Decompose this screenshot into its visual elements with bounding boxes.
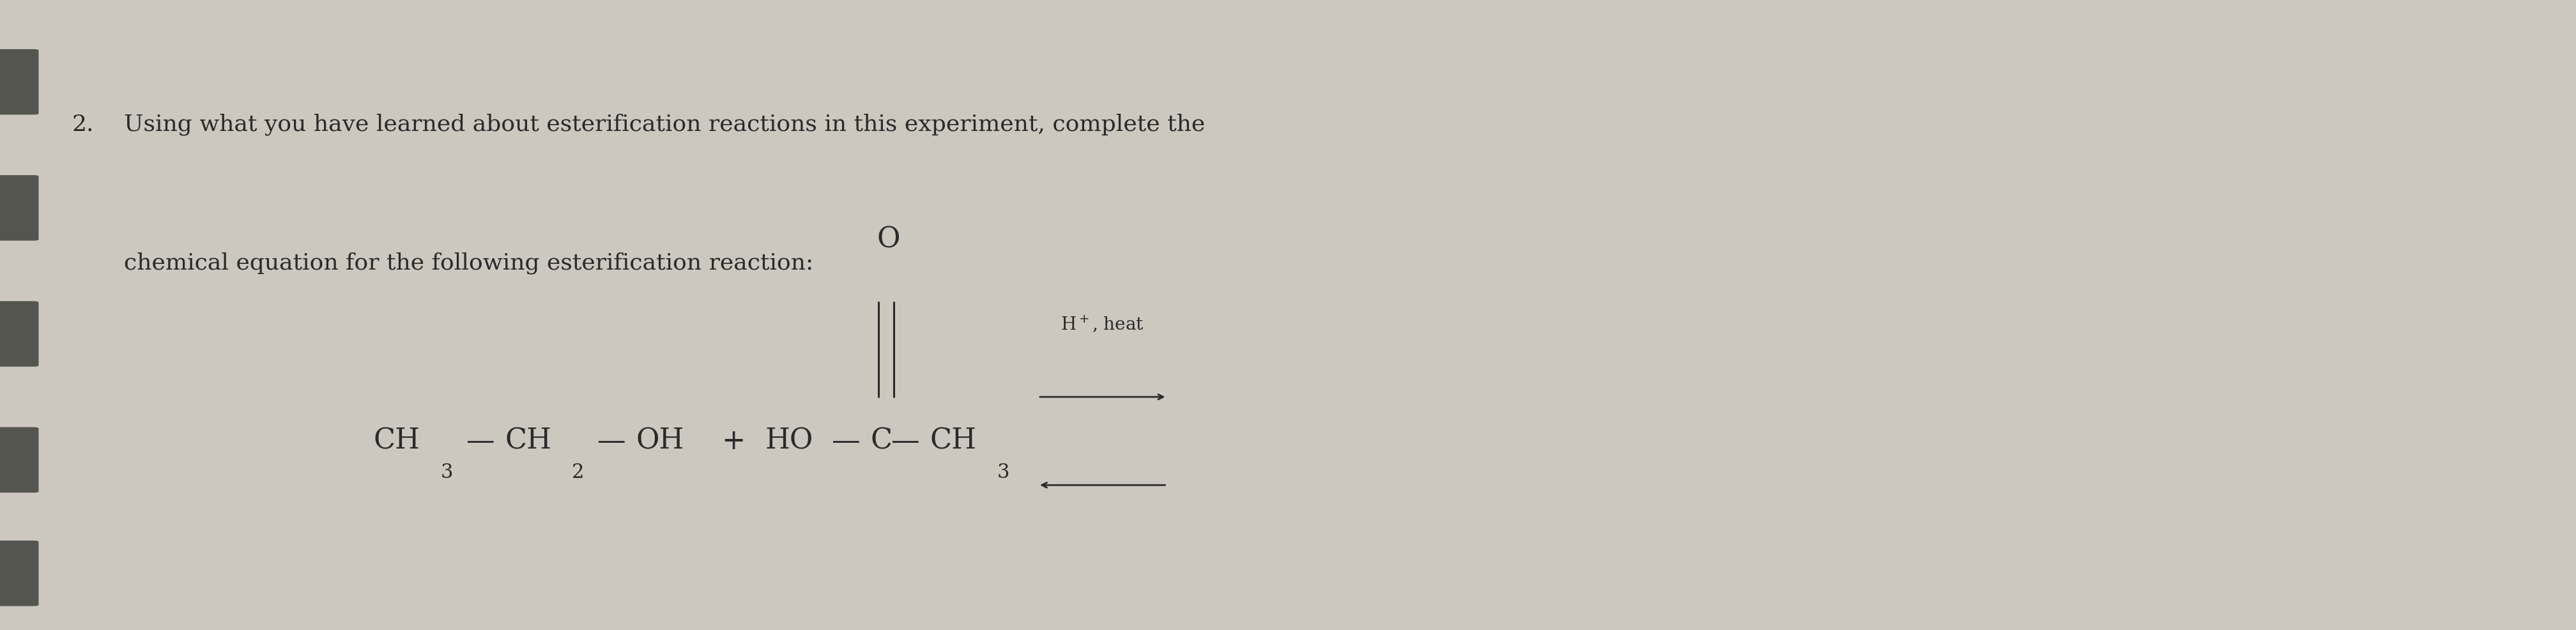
Text: CH: CH (374, 427, 420, 455)
Text: C: C (871, 427, 891, 455)
Text: —: — (832, 427, 860, 455)
Text: OH: OH (636, 427, 685, 455)
FancyBboxPatch shape (0, 427, 39, 493)
FancyBboxPatch shape (0, 541, 39, 606)
Text: Using what you have learned about esterification reactions in this experiment, c: Using what you have learned about esteri… (124, 113, 1206, 135)
Text: HO: HO (765, 427, 814, 455)
Text: CH: CH (505, 427, 551, 455)
Text: 2: 2 (572, 462, 585, 483)
Text: —: — (466, 427, 495, 455)
Text: +: + (721, 427, 744, 455)
Text: CH: CH (930, 427, 976, 455)
Text: —: — (891, 427, 920, 455)
Text: 3: 3 (997, 462, 1010, 483)
Text: —: — (598, 427, 626, 455)
Text: 2.: 2. (72, 113, 95, 135)
FancyBboxPatch shape (0, 175, 39, 241)
FancyBboxPatch shape (0, 301, 39, 367)
Text: 3: 3 (440, 462, 453, 483)
FancyBboxPatch shape (0, 49, 39, 115)
Text: O: O (876, 226, 902, 253)
Text: chemical equation for the following esterification reaction:: chemical equation for the following este… (124, 252, 814, 274)
Text: H$^+$, heat: H$^+$, heat (1061, 314, 1144, 334)
